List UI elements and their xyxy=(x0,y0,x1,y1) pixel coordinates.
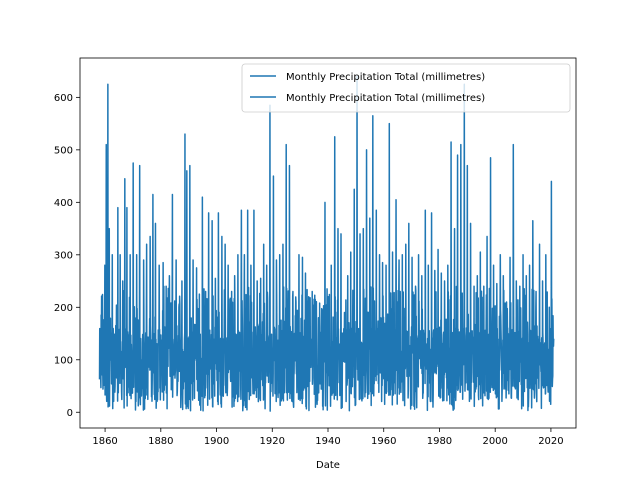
y-tick-label: 400 xyxy=(54,198,73,209)
x-tick-label: 2020 xyxy=(538,436,563,447)
x-axis-label: Date xyxy=(316,460,340,471)
series-layer xyxy=(98,75,555,412)
y-tick-label: 100 xyxy=(54,355,73,366)
legend-entry-1: Monthly Precipitation Total (millimetres… xyxy=(286,72,485,83)
legend-box xyxy=(241,63,571,113)
legend: Monthly Precipitation Total (millimetres… xyxy=(241,63,571,113)
y-tick-label: 600 xyxy=(54,93,73,104)
x-tick-label: 2000 xyxy=(482,436,507,447)
precipitation-series-line xyxy=(98,75,555,412)
y-tick-label: 300 xyxy=(54,250,73,261)
x-tick-label: 1960 xyxy=(371,436,396,447)
x-tick-label: 1900 xyxy=(204,436,229,447)
legend-entry-2: Monthly Precipitation Total (millimetres… xyxy=(286,93,485,104)
x-tick-label: 1860 xyxy=(92,436,117,447)
x-tick-label: 1980 xyxy=(427,436,452,447)
x-tick-label: 1880 xyxy=(148,436,173,447)
y-tick-label: 200 xyxy=(54,303,73,314)
y-tick-label: 0 xyxy=(67,408,73,419)
y-axis-ticks: 0 100 200 300 400 500 600 xyxy=(54,93,80,419)
x-tick-label: 1920 xyxy=(260,436,285,447)
y-tick-label: 500 xyxy=(54,145,73,156)
x-tick-label: 1940 xyxy=(315,436,340,447)
x-axis-ticks: 1860 1880 1900 1920 1940 1960 1980 2000 2020 xyxy=(92,428,564,447)
